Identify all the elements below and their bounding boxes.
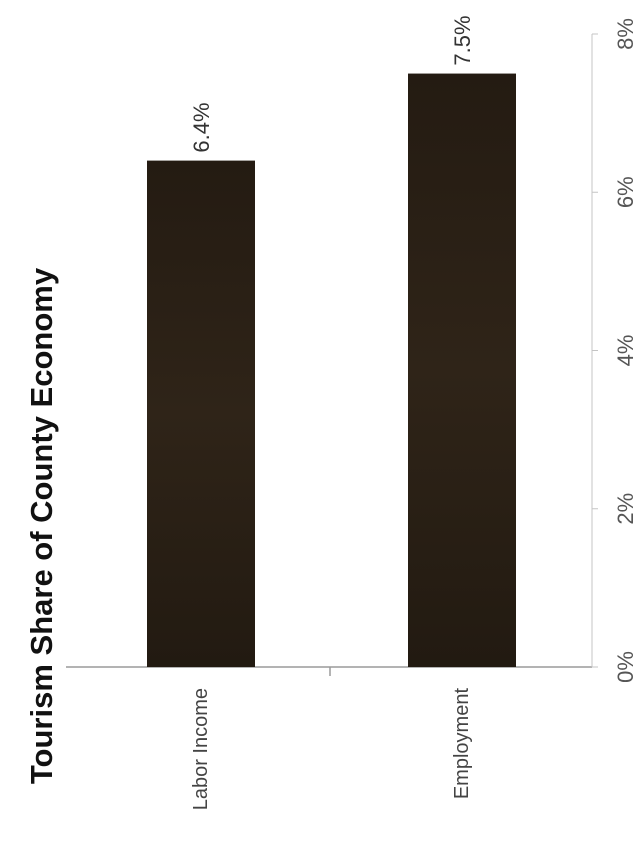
- tick-label-8: 8%: [613, 18, 638, 50]
- tick-label-4: 4%: [613, 335, 638, 367]
- bar-series: [147, 73, 516, 667]
- bar-labor-income: [147, 160, 255, 667]
- bar-employment: [408, 73, 516, 667]
- data-label-employment: 7.5%: [450, 15, 475, 65]
- chart-title: Tourism Share of County Economy: [24, 267, 59, 784]
- value-axis-ticks: 0% 2% 4% 6% 8%: [592, 18, 638, 683]
- category-label-labor-income: Labor Income: [190, 688, 212, 810]
- tick-label-2: 2%: [613, 493, 638, 525]
- data-labels: 6.4% 7.5%: [189, 15, 475, 152]
- data-label-labor-income: 6.4%: [189, 102, 214, 152]
- category-label-employment: Employment: [451, 688, 473, 800]
- tick-label-0: 0%: [613, 651, 638, 683]
- tick-label-6: 6%: [613, 176, 638, 208]
